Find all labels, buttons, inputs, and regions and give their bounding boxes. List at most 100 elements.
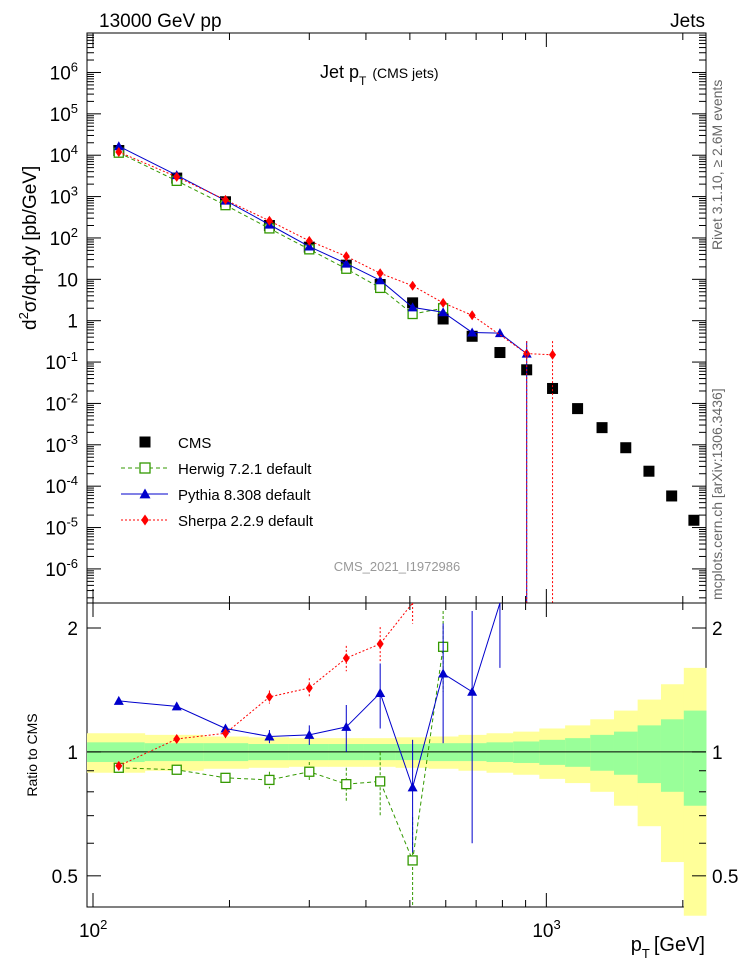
ratio-point bbox=[438, 668, 449, 678]
stat-uncertainty-band bbox=[660, 719, 685, 792]
data-point bbox=[572, 403, 584, 415]
legend-entry: Herwig 7.2.1 default bbox=[121, 461, 312, 478]
y-tick-label: 106 bbox=[50, 59, 78, 84]
analysis-watermark: CMS_2021_I1972986 bbox=[334, 559, 461, 574]
y-tick-label-right: 1 bbox=[712, 743, 723, 764]
data-point bbox=[342, 251, 350, 262]
ratio-point bbox=[407, 782, 418, 792]
data-point bbox=[376, 268, 384, 279]
main-y-axis: 10-6 10-5 10-4 10-3 10-2 10-1 1 10 102 103 104 105 1… bbox=[45, 32, 706, 599]
data-point bbox=[265, 215, 273, 226]
ratio-point bbox=[221, 728, 229, 739]
data-point bbox=[305, 235, 313, 246]
y-tick-label-right: 0.5 bbox=[712, 867, 738, 888]
x-tick-label: 103 bbox=[532, 917, 560, 942]
y-tick-label: 10-1 bbox=[45, 349, 78, 374]
ratio-point bbox=[220, 772, 231, 783]
legend-marker bbox=[139, 436, 151, 448]
y-tick-label-right: 2 bbox=[712, 619, 723, 640]
y-tick-label: 10-5 bbox=[45, 515, 78, 540]
data-point bbox=[643, 465, 655, 477]
x-axis: 102 103 bbox=[79, 603, 684, 942]
data-point bbox=[375, 275, 386, 285]
ratio-point bbox=[305, 682, 313, 693]
stat-uncertainty-band bbox=[683, 710, 707, 806]
legend-marker bbox=[141, 514, 149, 526]
legend-marker bbox=[139, 462, 151, 474]
ratio-point bbox=[113, 695, 124, 705]
x-axis-label: pT [GeV] bbox=[631, 934, 705, 961]
data-point bbox=[304, 241, 315, 251]
y-tick-label: 1 bbox=[67, 312, 78, 333]
legend-label: Sherpa 2.2.9 default bbox=[178, 513, 314, 530]
ratio-point bbox=[375, 688, 386, 698]
stat-uncertainty-band bbox=[637, 725, 662, 784]
ratio-point bbox=[304, 766, 315, 777]
legend-label: Pythia 8.308 default bbox=[178, 487, 311, 504]
x-tick-label: 102 bbox=[79, 917, 107, 942]
data-point bbox=[439, 297, 447, 308]
y-tick-label: 104 bbox=[50, 142, 78, 167]
y-tick-label: 102 bbox=[50, 225, 78, 250]
stat-uncertainty-band bbox=[565, 738, 591, 767]
legend-marker bbox=[139, 488, 151, 499]
y-tick-label: 10-2 bbox=[45, 390, 78, 415]
plot-title: Jet pT (CMS jets) bbox=[320, 62, 439, 88]
data-point bbox=[375, 282, 386, 294]
legend-label: Herwig 7.2.1 default bbox=[178, 461, 312, 478]
legend: CMS Herwig 7.2.1 default Pythia 8.308 defa… bbox=[121, 435, 314, 530]
y-tick-label: 10 bbox=[57, 270, 78, 291]
ratio-point bbox=[265, 691, 273, 702]
series-sherpa bbox=[115, 146, 557, 360]
ratio-point bbox=[171, 764, 182, 775]
ratio-point bbox=[341, 778, 352, 790]
legend-label: CMS bbox=[178, 435, 211, 452]
ratio-point bbox=[264, 731, 275, 741]
legend-entry: Sherpa 2.2.9 default bbox=[121, 513, 314, 530]
data-point bbox=[620, 442, 632, 454]
ratio-point bbox=[220, 723, 231, 733]
data-point bbox=[173, 171, 181, 182]
data-point bbox=[596, 422, 608, 434]
ratio-y-axis: 0.5 0.5 1 1 2 2 bbox=[52, 619, 739, 888]
header-left: 13000 GeV pp bbox=[99, 11, 222, 32]
series-herwig bbox=[113, 147, 449, 320]
y-tick-label: 103 bbox=[50, 184, 78, 209]
data-point bbox=[341, 258, 352, 268]
ratio-point bbox=[341, 721, 352, 731]
data-point bbox=[409, 280, 417, 291]
main-x-axis-ticks bbox=[92, 33, 684, 603]
data-point bbox=[494, 347, 506, 359]
main-panel: 10-6 10-5 10-4 10-3 10-2 10-1 1 10 102 103 104 105 1… bbox=[16, 32, 707, 604]
rivet-label: Rivet 3.1.10, ≥ 2.6M events bbox=[709, 80, 725, 250]
header-right: Jets bbox=[670, 11, 705, 32]
stat-uncertainty-band bbox=[590, 734, 615, 771]
y-tick-label: 2 bbox=[67, 619, 78, 640]
ratio-series-pythia bbox=[113, 602, 501, 853]
y-tick-label: 10-3 bbox=[45, 432, 78, 457]
series-line bbox=[118, 151, 553, 356]
stat-uncertainty-band bbox=[613, 731, 639, 775]
data-point bbox=[221, 194, 229, 205]
ratio-point bbox=[467, 686, 478, 696]
data-point bbox=[467, 327, 478, 337]
ratio-point bbox=[304, 729, 315, 739]
y-tick-label: 0.5 bbox=[52, 867, 78, 888]
data-point bbox=[437, 313, 449, 325]
ratio-point bbox=[173, 733, 181, 744]
ratio-point bbox=[375, 776, 386, 787]
ratio-point bbox=[115, 760, 123, 771]
data-point bbox=[494, 328, 505, 338]
legend-entry: CMS bbox=[139, 435, 211, 452]
ratio-uncertainty-bands bbox=[87, 667, 707, 916]
ratio-point bbox=[376, 638, 384, 649]
y-tick-label: 10-4 bbox=[45, 473, 78, 498]
ratio-series-herwig bbox=[113, 610, 449, 907]
ratio-line bbox=[118, 602, 413, 767]
data-point bbox=[688, 514, 700, 526]
ratio-y-label: Ratio to CMS bbox=[24, 713, 40, 796]
y-tick-label: 10-6 bbox=[45, 556, 78, 581]
ratio-point bbox=[264, 774, 275, 786]
main-y-label: d2σ/dpTdy [pb/GeV] bbox=[16, 166, 46, 330]
y-tick-label: 1 bbox=[67, 743, 78, 764]
